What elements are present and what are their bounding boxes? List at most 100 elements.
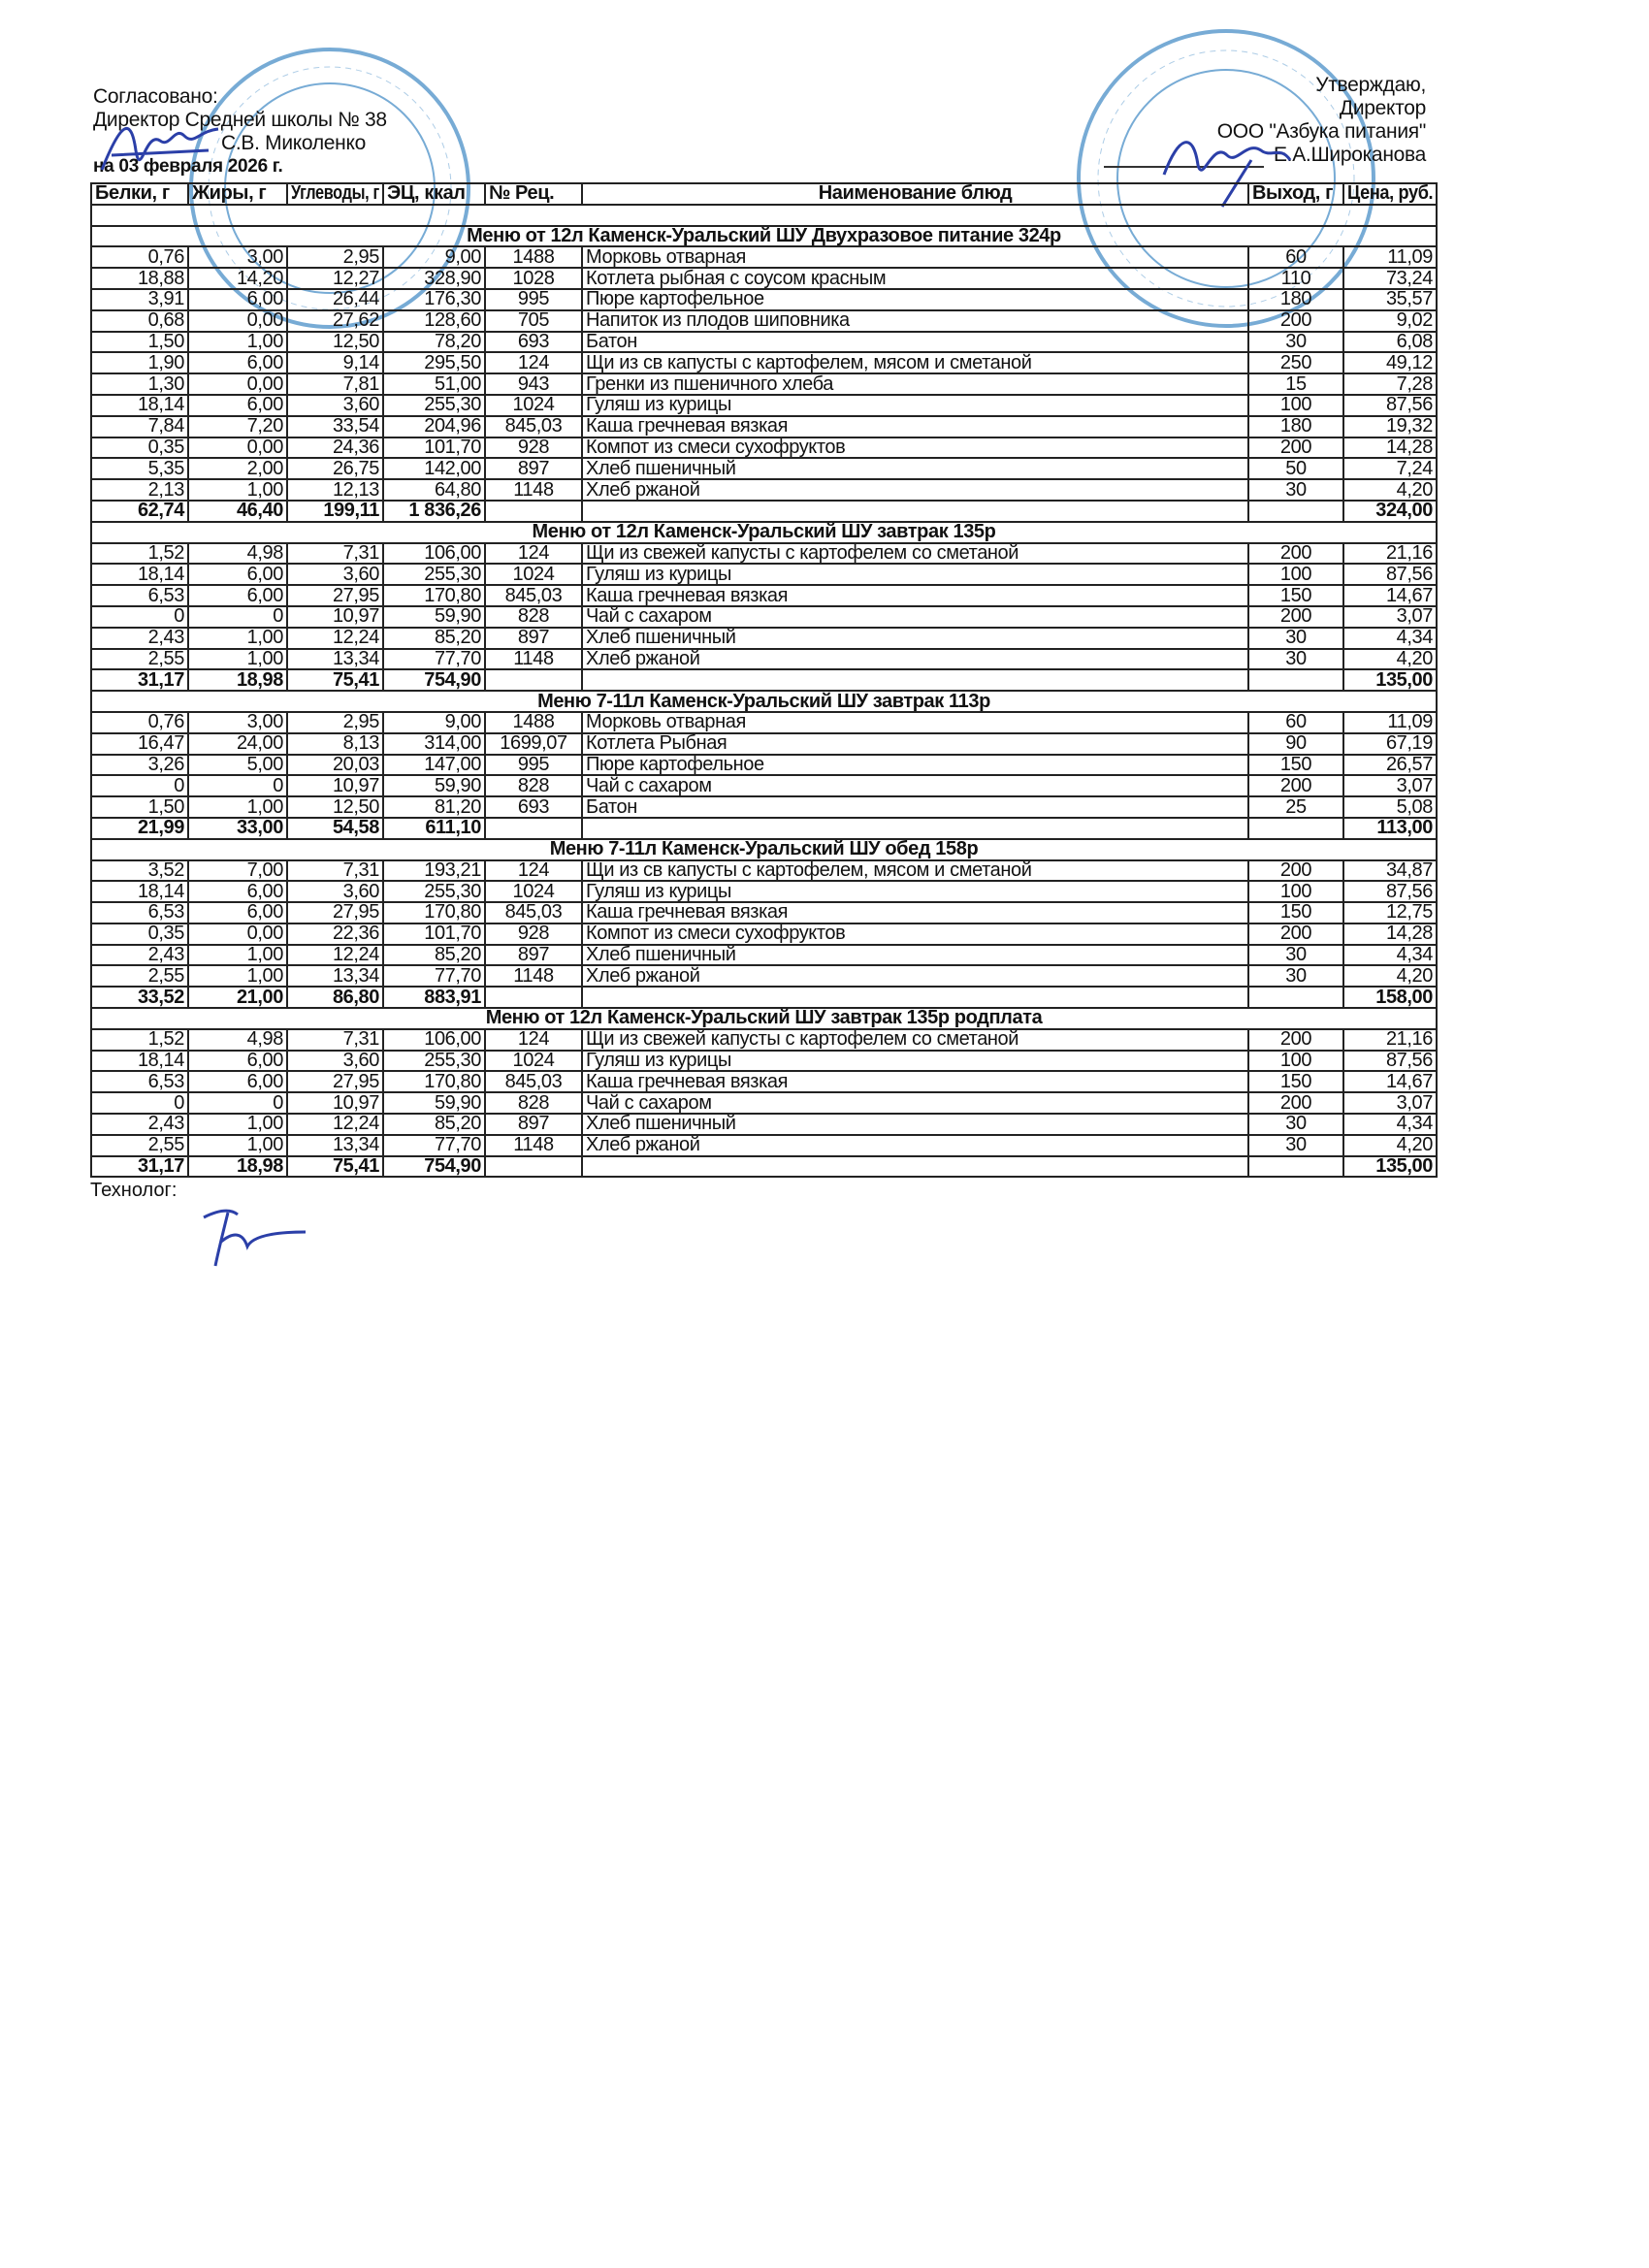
section-title: Меню 7-11л Каменск-Уральский ШУ завтрак … <box>90 690 1438 713</box>
cell-fats: 6,00 <box>187 393 288 417</box>
cell-dish-name: Хлеб ржаной <box>581 964 1249 988</box>
cell-output: 60 <box>1247 245 1344 270</box>
table-row: 1,52 4,98 7,31 106,00 124 Щи из свежей капуст… <box>90 541 1438 566</box>
total-row: 21,99 33,00 54,58 611,10 113,00 <box>90 816 1438 840</box>
cell-carbs: 3,60 <box>286 880 384 904</box>
cell-price: 4,20 <box>1342 964 1438 988</box>
cell-proteins: 2,55 <box>90 1133 189 1157</box>
cell-dish-name: Чай с сахаром <box>581 774 1249 798</box>
cell-fats: 0 <box>187 774 288 798</box>
cell-proteins: 1,30 <box>90 373 189 396</box>
cell-energy: 147,00 <box>382 753 486 777</box>
cell-price: 87,56 <box>1342 393 1438 417</box>
cell-output: 110 <box>1247 267 1344 290</box>
cell-output: 30 <box>1247 478 1344 502</box>
cell-price: 3,07 <box>1342 774 1438 798</box>
cell-dish-name: Щи из свежей капусты с картофелем со сме… <box>581 541 1249 566</box>
table-row: 1,50 1,00 12,50 78,20 693 Батон 30 6,08 <box>90 330 1438 354</box>
cell-dish-name: Каша гречневая вязкая <box>581 1070 1249 1094</box>
cell-output: 30 <box>1247 330 1344 354</box>
cell-energy: 106,00 <box>382 541 486 566</box>
cell-proteins: 3,26 <box>90 753 189 777</box>
cell-output: 200 <box>1247 1027 1344 1052</box>
cell-carbs: 7,31 <box>286 1027 384 1052</box>
cell-price: 87,56 <box>1342 563 1438 587</box>
cell-fats: 6,00 <box>187 584 288 607</box>
cell-energy: 101,70 <box>382 436 486 460</box>
cell-recipe-no: 124 <box>484 541 583 566</box>
cell-energy: 85,20 <box>382 626 486 650</box>
cell-dish-name: Батон <box>581 330 1249 354</box>
cell-energy: 295,50 <box>382 351 486 375</box>
total-energy: 883,91 <box>382 986 486 1010</box>
total-proteins: 31,17 <box>90 668 189 693</box>
cell-proteins: 16,47 <box>90 731 189 756</box>
cell-energy: 77,70 <box>382 964 486 988</box>
section-title-row: Меню от 12л Каменск-Уральский ШУ Двухраз… <box>90 224 1438 248</box>
cell-output: 200 <box>1247 774 1344 798</box>
cell-energy: 85,20 <box>382 943 486 967</box>
cell-output: 200 <box>1247 604 1344 629</box>
header-fats-label: Жиры, г <box>192 183 267 205</box>
cell-energy: 255,30 <box>382 563 486 587</box>
cell-energy: 314,00 <box>382 731 486 756</box>
cell-output: 200 <box>1247 922 1344 946</box>
cell-price: 87,56 <box>1342 880 1438 904</box>
cell-fats: 5,00 <box>187 753 288 777</box>
table-row: 3,26 5,00 20,03 147,00 995 Пюре картофельное 1… <box>90 753 1438 777</box>
header-output-label: Выход, г <box>1252 183 1334 205</box>
cell-proteins: 1,90 <box>90 351 189 375</box>
total-energy: 611,10 <box>382 816 486 840</box>
total-empty-cell <box>484 816 583 840</box>
cell-output: 150 <box>1247 1070 1344 1094</box>
cell-proteins: 1,50 <box>90 330 189 354</box>
cell-price: 4,34 <box>1342 626 1438 650</box>
cell-dish-name: Гуляш из курицы <box>581 1049 1249 1073</box>
cell-energy: 255,30 <box>382 393 486 417</box>
total-carbs: 199,11 <box>286 499 384 523</box>
menu-table: Белки, г Жиры, г Углеводы, г ЭЦ, ккал № … <box>90 182 1438 1179</box>
cell-price: 7,28 <box>1342 373 1438 396</box>
table-row: 0,35 0,00 22,36 101,70 928 Компот из смеси су… <box>90 922 1438 946</box>
total-fats: 18,98 <box>187 1154 288 1179</box>
approver-position: Директор Средней школы № 38 <box>93 109 387 131</box>
cell-recipe-no: 1148 <box>484 478 583 502</box>
table-header-row: Белки, г Жиры, г Углеводы, г ЭЦ, ккал № … <box>90 182 1438 206</box>
cell-dish-name: Чай с сахаром <box>581 1091 1249 1116</box>
table-row: 2,43 1,00 12,24 85,20 897 Хлеб пшеничный 30 4,3… <box>90 943 1438 967</box>
header-energy-label: ЭЦ, ккал <box>387 183 466 205</box>
total-row: 31,17 18,98 75,41 754,90 135,00 <box>90 1154 1438 1179</box>
cell-fats: 0,00 <box>187 922 288 946</box>
cell-output: 30 <box>1247 964 1344 988</box>
cell-output: 250 <box>1247 351 1344 375</box>
cell-dish-name: Котлета рыбная с соусом красным <box>581 267 1249 290</box>
cell-energy: 59,90 <box>382 774 486 798</box>
cell-fats: 0,00 <box>187 308 288 333</box>
cell-price: 67,19 <box>1342 731 1438 756</box>
cell-price: 11,09 <box>1342 245 1438 270</box>
cell-price: 14,28 <box>1342 922 1438 946</box>
total-empty-cell <box>1247 986 1344 1010</box>
total-price: 158,00 <box>1342 986 1438 1010</box>
total-fats: 18,98 <box>187 668 288 693</box>
cell-recipe-no: 845,03 <box>484 1070 583 1094</box>
cell-price: 6,08 <box>1342 330 1438 354</box>
cell-energy: 51,00 <box>382 373 486 396</box>
cell-output: 90 <box>1247 731 1344 756</box>
cell-output: 200 <box>1247 1091 1344 1116</box>
cell-recipe-no: 995 <box>484 753 583 777</box>
cell-proteins: 0 <box>90 1091 189 1116</box>
cell-carbs: 12,50 <box>286 330 384 354</box>
header-dish-name: Наименование блюд <box>581 182 1249 206</box>
table-row: 7,84 7,20 33,54 204,96 845,03 Каша гречневая … <box>90 414 1438 438</box>
cell-fats: 7,20 <box>187 414 288 438</box>
table-row: 6,53 6,00 27,95 170,80 845,03 Каша гречневая … <box>90 584 1438 607</box>
cell-fats: 1,00 <box>187 330 288 354</box>
cell-dish-name: Щи из свежей капусты с картофелем со сме… <box>581 1027 1249 1052</box>
cell-energy: 9,00 <box>382 245 486 270</box>
cell-energy: 9,00 <box>382 710 486 734</box>
cell-recipe-no: 124 <box>484 351 583 375</box>
section-title: Меню от 12л Каменск-Уральский ШУ завтрак… <box>90 1007 1438 1030</box>
cell-dish-name: Батон <box>581 795 1249 819</box>
table-row: 3,91 6,00 26,44 176,30 995 Пюре картофельное 1… <box>90 287 1438 311</box>
